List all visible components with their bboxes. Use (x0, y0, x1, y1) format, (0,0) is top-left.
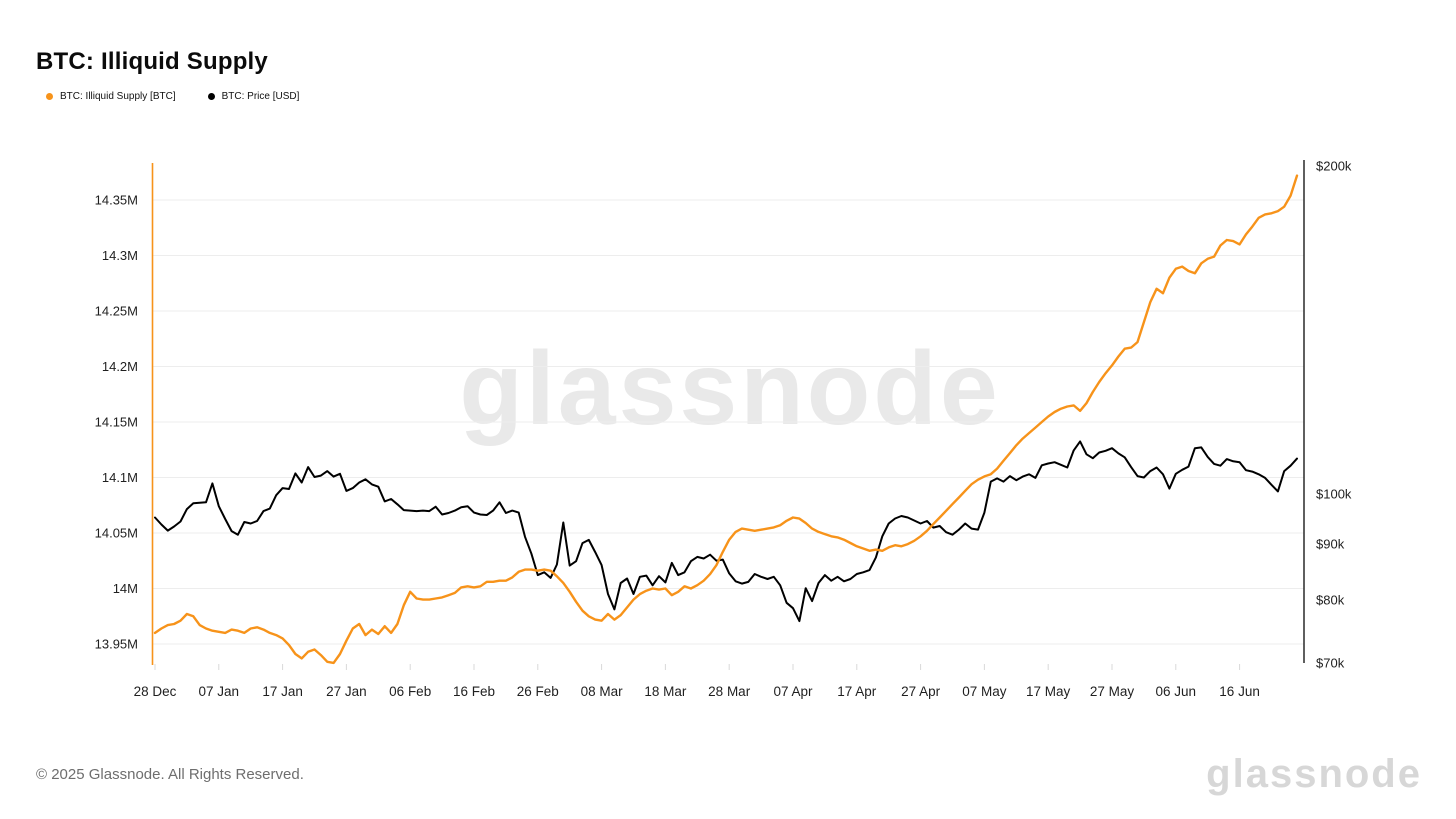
y-axis-left-tick-label: 14.1M (102, 470, 138, 485)
x-axis-tick-label: 07 May (962, 684, 1007, 699)
illiquid-supply-line (153, 174, 1299, 665)
y-axis-right-tick-label: $200k (1316, 159, 1352, 174)
price-line (154, 440, 1298, 623)
x-axis-tick-label: 28 Dec (134, 684, 177, 699)
legend-item-price[interactable]: BTC: Price [USD] (207, 91, 300, 102)
y-axis-left-tick-label: 14.35M (95, 193, 138, 208)
y-axis-left-tick-label: 14.15M (95, 415, 138, 430)
x-axis-tick-label: 08 Mar (581, 684, 624, 699)
y-axis-right-tick-label: $90k (1316, 537, 1345, 552)
y-axis-left-tick-label: 14.05M (95, 526, 138, 541)
y-axis-right-tick-label: $100k (1316, 487, 1352, 502)
x-axis-tick-label: 28 Mar (708, 684, 751, 699)
x-axis-tick-label: 27 May (1090, 684, 1135, 699)
x-axis-tick-label: 06 Jun (1156, 684, 1197, 699)
x-axis-tick-label: 16 Feb (453, 684, 495, 699)
glassnode-logo-watermark: glassnode (1206, 752, 1422, 796)
legend-label: BTC: Price [USD] (221, 91, 300, 102)
legend-item-illiquid-supply[interactable]: BTC: Illiquid Supply [BTC] (46, 91, 176, 102)
x-axis-tick-label: 18 Mar (644, 684, 687, 699)
y-axis-left-tick-label: 14.2M (102, 359, 138, 374)
x-axis-tick-label: 16 Jun (1219, 684, 1260, 699)
y-axis-right-tick-label: $80k (1316, 592, 1345, 607)
x-axis-tick-label: 07 Jan (199, 684, 240, 699)
x-axis-tick-label: 07 Apr (773, 684, 813, 699)
x-axis-tick-label: 27 Apr (901, 684, 941, 699)
legend-label: BTC: Illiquid Supply [BTC] (60, 91, 176, 102)
legend-dot-icon (207, 93, 215, 100)
page-title: BTC: Illiquid Supply (36, 48, 268, 76)
x-axis-tick-label: 17 Jan (262, 684, 303, 699)
copyright-footer: © 2025 Glassnode. All Rights Reserved. (36, 766, 304, 783)
x-axis-tick-label: 26 Feb (517, 684, 559, 699)
y-axis-right-tick-label: $70k (1316, 656, 1345, 671)
x-axis-tick-label: 06 Feb (389, 684, 431, 699)
y-axis-left-tick-label: 14.3M (102, 248, 138, 263)
y-axis-left-tick-label: 13.95M (95, 637, 138, 652)
x-axis-tick-label: 27 Jan (326, 684, 367, 699)
chart-legend: BTC: Illiquid Supply [BTC] BTC: Price [U… (46, 91, 299, 102)
y-axis-left-tick-label: 14.25M (95, 304, 138, 319)
glassnode-watermark-center: glassnode (459, 331, 1001, 447)
x-axis-tick-label: 17 May (1026, 684, 1071, 699)
x-axis-tick-label: 17 Apr (837, 684, 877, 699)
legend-dot-icon (46, 93, 53, 100)
y-axis-left-tick-label: 14M (113, 581, 138, 596)
